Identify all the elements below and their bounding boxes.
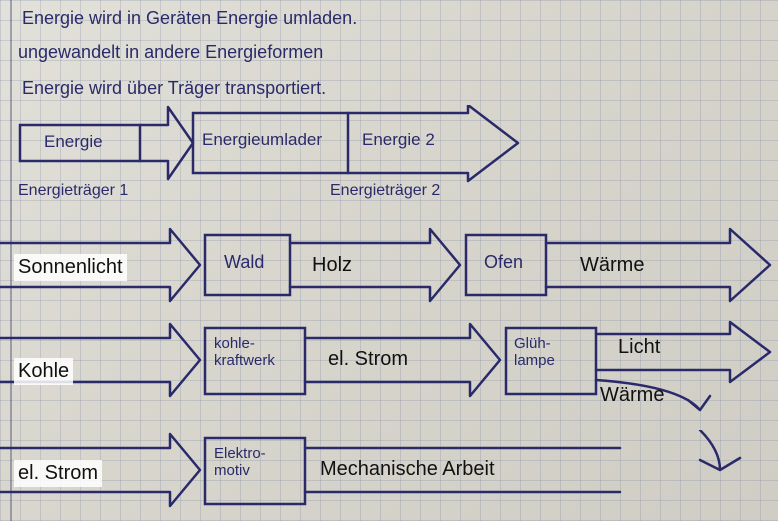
row2-output2: Wärme (600, 384, 664, 407)
schema-caption-right: Energieträger 2 (330, 182, 440, 200)
row1-input: Sonnenlicht (14, 254, 127, 281)
header-line-2: ungewandelt in andere Energieformen (18, 42, 323, 63)
row2-flow (0, 320, 778, 430)
row2-output1: Licht (618, 336, 660, 359)
schema-caption-left: Energieträger 1 (18, 182, 128, 200)
row1-intermediate: Holz (312, 254, 352, 277)
row1-process2: Ofen (484, 252, 523, 273)
row2-process: kohle- kraftwerk (214, 336, 275, 369)
row3-process: Elektro- motiv (214, 446, 266, 479)
header-line-1: Energie wird in Geräten Energie umladen. (22, 8, 357, 29)
row2-intermediate: el. Strom (328, 348, 408, 371)
row1-output1: Wärme (580, 254, 644, 277)
header-line-3: Energie wird über Träger transportiert. (22, 78, 326, 99)
schema-umlader-label: Energieumlader (202, 130, 322, 150)
schema-output-label: Energie 2 (362, 130, 435, 150)
row2-process2: Glüh- lampe (514, 336, 555, 369)
row2-input: Kohle (14, 358, 73, 385)
row1-process: Wald (224, 252, 264, 273)
schema-input-label: Energie (44, 132, 103, 152)
row3-input: el. Strom (14, 460, 102, 487)
row3-intermediate: Mechanische Arbeit (320, 458, 495, 481)
